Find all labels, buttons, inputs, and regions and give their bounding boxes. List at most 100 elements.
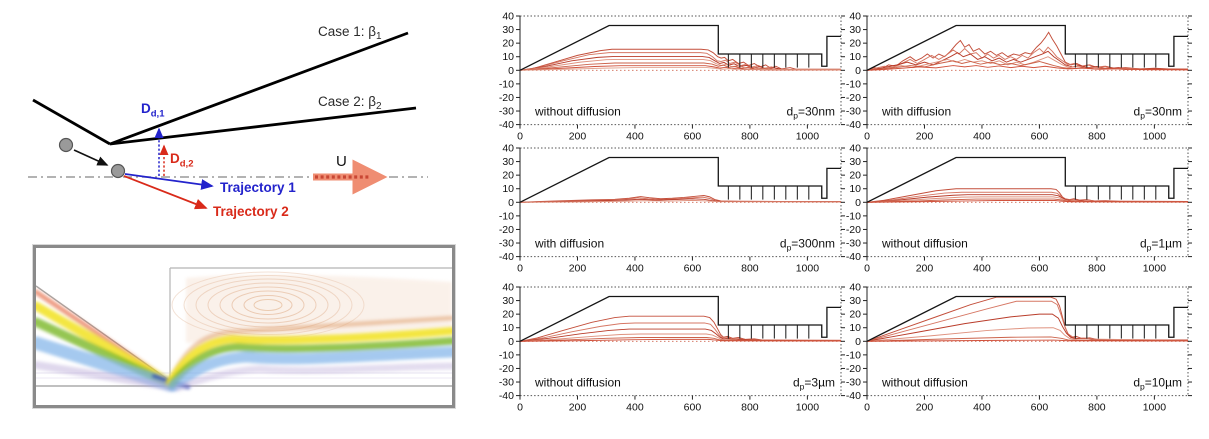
x-tick-label: 0 <box>517 402 523 414</box>
diffusion-label: with diffusion <box>534 237 604 251</box>
case2-label: Case 2: β2 <box>318 94 382 112</box>
y-tick-label: 40 <box>849 282 861 294</box>
x-tick-label: 800 <box>741 263 759 275</box>
wall-case1-line <box>109 31 409 146</box>
diffusion-label: without diffusion <box>534 105 621 119</box>
y-tick-label: 10 <box>502 51 514 63</box>
particle-diameter-label: dp=30nm <box>1134 105 1182 121</box>
y-tick-label: 10 <box>849 183 861 195</box>
y-tick-label: -30 <box>846 377 861 389</box>
x-tick-label: 1000 <box>1143 131 1167 143</box>
x-tick-label: 1000 <box>796 402 820 414</box>
particle-trajectory <box>519 67 842 71</box>
x-tick-label: 1000 <box>796 263 820 275</box>
cfd-downstream-jet <box>166 315 452 392</box>
y-tick-label: -40 <box>846 251 861 263</box>
y-tick-label: 40 <box>502 11 514 23</box>
y-tick-label: -40 <box>846 119 861 131</box>
y-tick-label: 30 <box>849 24 861 36</box>
particle-trajectory <box>866 339 1189 342</box>
cfd-inlet-jet <box>36 289 191 392</box>
y-tick-label: 20 <box>849 170 861 182</box>
y-tick-label: 0 <box>508 65 514 77</box>
dd2-label: Dd,2 <box>170 151 193 170</box>
y-tick-label: 40 <box>849 11 861 23</box>
y-tick-label: -10 <box>499 78 514 90</box>
y-tick-label: 20 <box>849 309 861 321</box>
x-tick-label: 800 <box>741 131 759 143</box>
x-tick-label: 1000 <box>1143 263 1167 275</box>
y-tick-label: -10 <box>499 210 514 222</box>
y-tick-label: -10 <box>846 210 861 222</box>
y-tick-label: 30 <box>849 156 861 168</box>
particle-trajectory <box>866 31 1188 71</box>
wall-outline <box>519 24 841 71</box>
velocity-label: U <box>336 153 347 170</box>
particle-trajectory <box>519 198 842 203</box>
particle-trajectory <box>866 194 1189 203</box>
particle-trajectory <box>866 50 1189 71</box>
y-tick-label: 30 <box>502 156 514 168</box>
particle-trajectory <box>866 65 1189 71</box>
x-tick-label: 200 <box>916 402 934 414</box>
y-tick-label: -20 <box>846 363 861 375</box>
particle-diameter-label: dp=10µm <box>1133 376 1182 392</box>
x-tick-label: 600 <box>1031 402 1049 414</box>
y-tick-label: 10 <box>502 322 514 334</box>
x-tick-label: 0 <box>517 131 523 143</box>
particle-trajectory <box>866 196 1189 203</box>
trajectory2-arrow <box>123 175 208 210</box>
y-tick-label: 40 <box>849 143 861 155</box>
y-tick-label: 0 <box>508 197 514 209</box>
x-tick-label: 600 <box>684 131 702 143</box>
particle-motion-arrow <box>73 149 109 166</box>
wall-left-arm <box>32 98 111 146</box>
wall-case2-line <box>109 106 417 146</box>
cfd-streamlines <box>36 267 452 392</box>
particle-diameter-label: dp=3µm <box>793 376 835 392</box>
y-tick-label: -40 <box>846 390 861 402</box>
x-tick-label: 0 <box>517 263 523 275</box>
cfd-streamline-panel <box>33 245 455 408</box>
y-tick-label: 0 <box>855 336 861 348</box>
y-tick-label: -30 <box>846 106 861 118</box>
diffusion-label: without diffusion <box>881 376 968 390</box>
y-tick-label: 30 <box>502 295 514 307</box>
x-tick-label: 200 <box>916 263 934 275</box>
particle-trajectory <box>866 327 1189 342</box>
y-tick-label: 20 <box>502 38 514 50</box>
x-tick-label: 1000 <box>796 131 820 143</box>
particle-trajectory <box>866 296 1189 342</box>
y-tick-label: -20 <box>499 224 514 236</box>
particle-impact <box>110 163 126 179</box>
particle-trajectory <box>866 336 1189 342</box>
x-tick-label: 400 <box>626 131 644 143</box>
x-tick-label: 400 <box>973 263 991 275</box>
diffusion-label: without diffusion <box>534 376 621 390</box>
cfd-recirc-haze <box>186 274 452 343</box>
wall-outline <box>519 295 841 342</box>
x-tick-label: 800 <box>1088 263 1106 275</box>
y-tick-label: 20 <box>502 309 514 321</box>
wall-outline <box>866 295 1188 342</box>
y-tick-label: -10 <box>846 349 861 361</box>
x-tick-label: 800 <box>1088 131 1106 143</box>
particle-diameter-label: dp=1µm <box>1140 237 1182 253</box>
y-tick-label: -20 <box>499 363 514 375</box>
particle-trajectory <box>519 62 841 71</box>
y-tick-label: 10 <box>849 51 861 63</box>
particle-trajectory <box>866 200 1189 203</box>
y-tick-label: 30 <box>502 24 514 36</box>
y-tick-label: -30 <box>499 106 514 118</box>
y-tick-label: 30 <box>849 295 861 307</box>
x-tick-label: 600 <box>684 263 702 275</box>
y-tick-label: -30 <box>499 377 514 389</box>
trajectory1-label: Trajectory 1 <box>220 180 296 195</box>
y-tick-label: -30 <box>499 238 514 250</box>
y-tick-label: -10 <box>499 349 514 361</box>
